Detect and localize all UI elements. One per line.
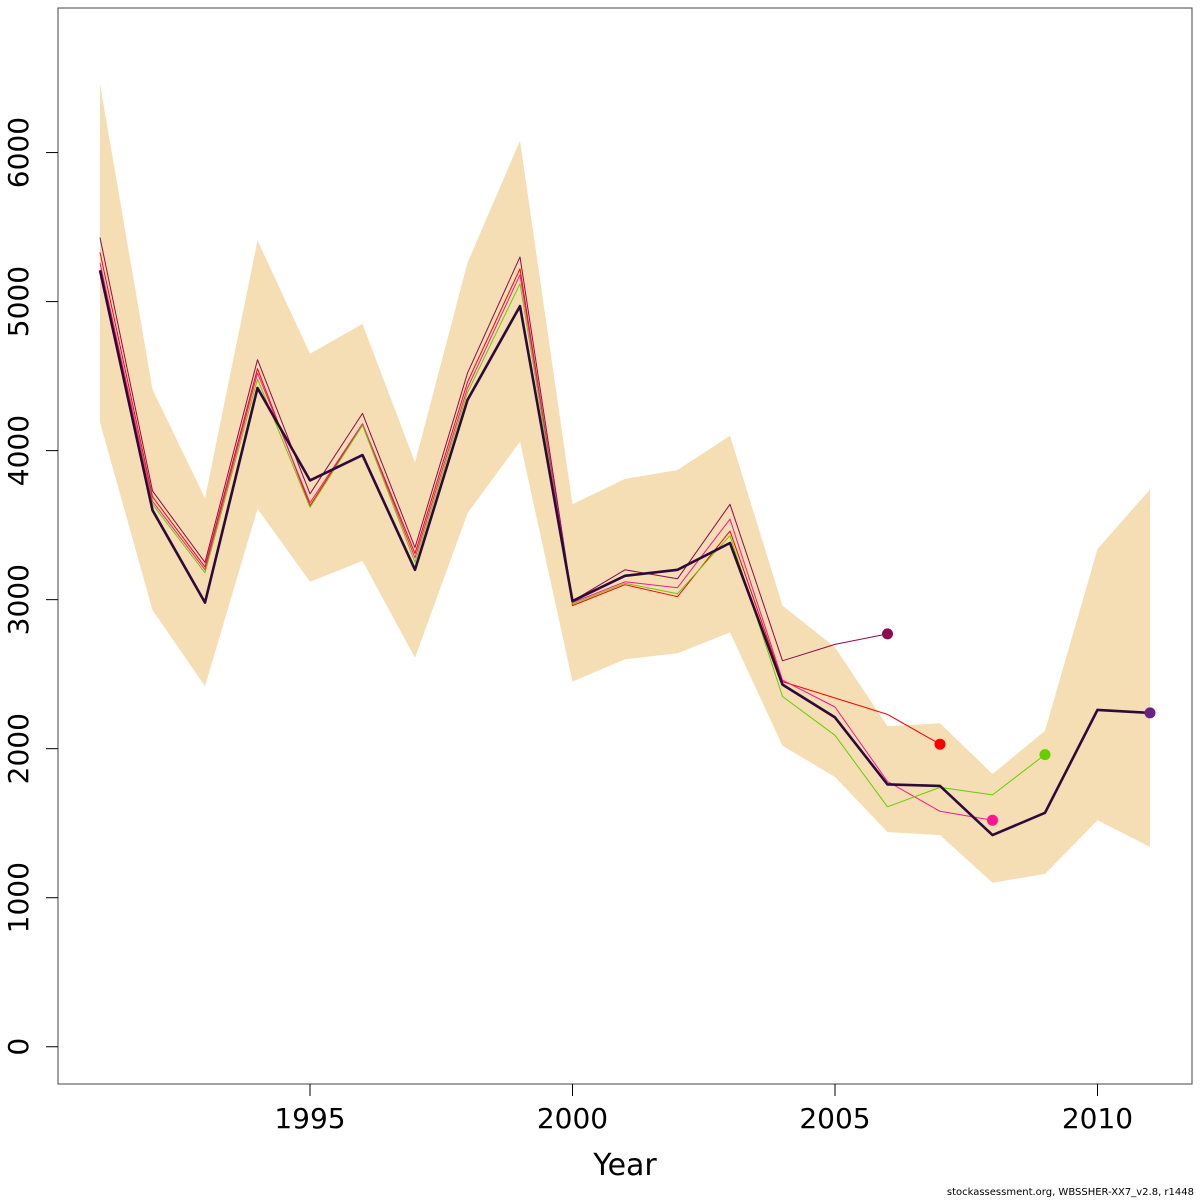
confidence-band-layer: [100, 84, 1150, 883]
series-endpoint-4: [1039, 749, 1051, 761]
x-tick-label: 2010: [1062, 1102, 1133, 1135]
series-line-4: [99, 270, 1046, 808]
y-tick-label: 6000: [2, 117, 35, 188]
plot-frame: [57, 7, 1193, 1085]
footer-credit: stockassessment.org, WBSSHER-XX7_v2.8, r…: [946, 1187, 1194, 1198]
x-tick-label: 1995: [274, 1102, 345, 1135]
y-tick-label: 5000: [2, 266, 35, 337]
x-axis: 1995 2000 2005 2010: [274, 1084, 1133, 1135]
series-layer: [98, 237, 1151, 837]
series-line-5: [98, 270, 1151, 837]
x-tick-label: 2005: [799, 1102, 870, 1135]
y-tick-label: 3000: [2, 564, 35, 635]
y-tick-label: 1000: [2, 862, 35, 933]
confidence-band: [100, 84, 1150, 883]
series-endpoint-3: [987, 814, 998, 826]
x-axis-title: Year: [592, 1148, 657, 1183]
series-line-2: [99, 252, 941, 745]
series-line-1: [99, 237, 888, 662]
x-tick-label: 2000: [537, 1102, 608, 1135]
series-endpoint-1: [882, 628, 893, 640]
series-endpoint-6: [1144, 707, 1156, 719]
y-axis: 0 1000 2000 3000 4000 5000 6000: [2, 117, 58, 1056]
y-tick-label: 4000: [2, 415, 35, 486]
series-line-3: [99, 262, 993, 821]
y-tick-label: 0: [2, 1038, 35, 1056]
y-tick-label: 2000: [2, 713, 35, 784]
endpoint-layer: [882, 628, 1156, 826]
series-endpoint-2: [934, 738, 946, 750]
